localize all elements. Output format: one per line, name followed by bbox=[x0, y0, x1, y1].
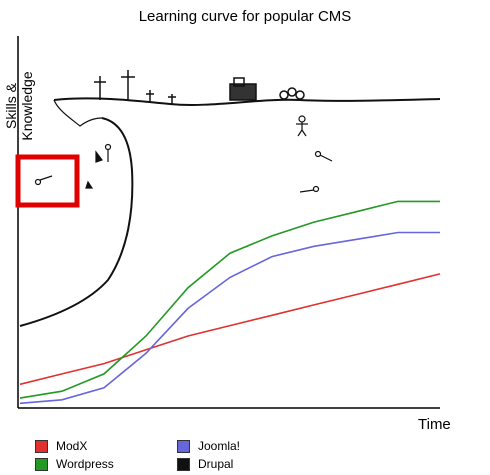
series-line-joomla bbox=[19, 231, 440, 405]
legend-item-drupal: Drupal bbox=[177, 457, 233, 471]
legend-item-joomla: Joomla! bbox=[177, 439, 240, 453]
highlight-box bbox=[15, 154, 80, 208]
chart-title: Learning curve for popular CMS bbox=[138, 8, 352, 25]
legend-swatch bbox=[35, 439, 48, 453]
legend-item-wordpress: Wordpress bbox=[35, 457, 114, 471]
cliff-overhang bbox=[53, 99, 103, 127]
bulldozer-icon bbox=[229, 77, 305, 101]
cliff-sketch bbox=[19, 97, 441, 327]
legend-swatch bbox=[177, 439, 190, 453]
series-layer bbox=[19, 200, 441, 405]
falling-figure-icons bbox=[34, 115, 333, 193]
legend-label: Wordpress bbox=[56, 457, 114, 471]
series-line-modx bbox=[19, 273, 441, 386]
legend-swatch bbox=[35, 457, 48, 471]
series-line-wordpress bbox=[19, 200, 440, 399]
legend-swatch bbox=[177, 457, 190, 471]
grave-cross-icon bbox=[94, 70, 176, 104]
legend: ModX Wordpress Joomla! Drupal bbox=[35, 437, 335, 473]
cliff-top-ground bbox=[53, 97, 441, 106]
cliff-face bbox=[19, 117, 134, 327]
legend-label: ModX bbox=[56, 439, 88, 453]
legend-item-modx: ModX bbox=[35, 439, 87, 453]
legend-label: Drupal bbox=[198, 457, 234, 471]
legend-label: Joomla! bbox=[198, 439, 241, 453]
x-axis-label: Time bbox=[418, 416, 451, 433]
